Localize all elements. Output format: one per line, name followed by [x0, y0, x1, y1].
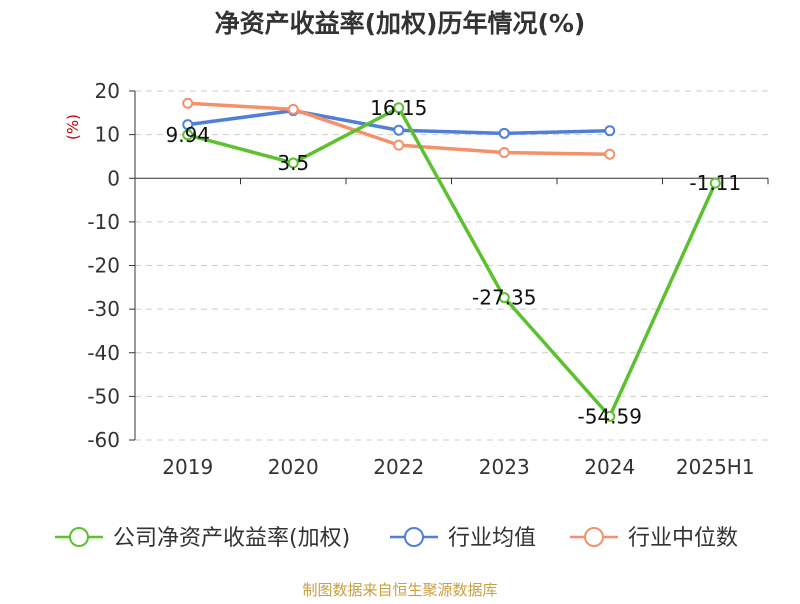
y-axis-unit-label: (%) [64, 114, 82, 140]
y-tick-label: -60 [87, 428, 120, 452]
legend-label: 行业均值 [448, 526, 536, 551]
legend-label: 行业中位数 [628, 526, 738, 551]
series-point [182, 97, 194, 109]
series-point [182, 129, 194, 141]
series-layer [182, 97, 721, 422]
y-tick-label: 10 [95, 123, 120, 147]
x-tick-label: 2025H1 [676, 455, 755, 479]
data-label: 3.5 [277, 151, 309, 175]
y-tick-label: -10 [87, 210, 120, 234]
series-point [182, 119, 194, 131]
data-label: -1.11 [689, 171, 741, 195]
x-tick-label: 2019 [162, 455, 213, 479]
axes: 20 10 0 -10 -20 -30 -40 -50 -60 2019 2020 2022 2023 2… [87, 79, 769, 479]
series-point [604, 148, 616, 160]
series-point [393, 102, 405, 114]
y-tick-label: -40 [87, 341, 120, 365]
x-tick-label: 2024 [584, 455, 635, 479]
series-point [287, 103, 299, 115]
legend-marker [404, 527, 424, 547]
chart-title: 净资产收益率(加权)历年情况(%) [215, 9, 586, 38]
series-line [187, 106, 717, 419]
data-label: -27.35 [472, 286, 536, 310]
series-point [393, 124, 405, 136]
y-tick-label: -20 [87, 254, 120, 278]
series-point [604, 410, 616, 422]
legend-marker [584, 527, 604, 547]
series-point [604, 125, 616, 137]
legend: 公司净资产收益率(加权) 行业均值 行业中位数 [55, 526, 738, 551]
legend-label: 公司净资产收益率(加权) [113, 526, 350, 551]
data-label: 9.94 [165, 123, 210, 147]
series-point [709, 177, 721, 189]
series-point [393, 139, 405, 151]
y-tick-label: -50 [87, 384, 120, 408]
x-tick-label: 2023 [479, 455, 530, 479]
series-point [498, 147, 510, 159]
y-tick-label: 0 [107, 166, 120, 190]
data-label: -54.59 [578, 404, 642, 428]
data-labels: 9.94 3.5 16.15 -27.35 -54.59 -1.11 [165, 96, 741, 429]
source-note: 制图数据来自恒生聚源数据库 [302, 581, 497, 599]
series-point [498, 127, 510, 139]
data-label: 16.15 [370, 96, 427, 120]
x-tick-label: 2020 [268, 455, 319, 479]
series-point [498, 292, 510, 304]
y-tick-label: -30 [87, 297, 120, 321]
gridlines [135, 90, 768, 441]
y-tick-label: 20 [95, 79, 120, 103]
series-point [287, 157, 299, 169]
x-tick-label: 2022 [373, 455, 424, 479]
legend-marker [69, 527, 89, 547]
